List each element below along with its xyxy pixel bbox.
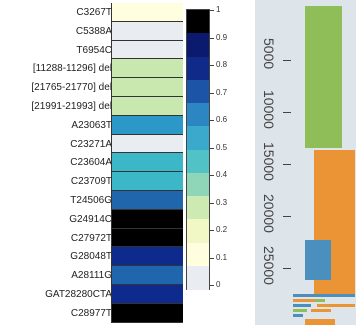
- mutation-label: GAT28280CTA: [45, 289, 112, 300]
- axis-tick-label: 15000: [261, 142, 277, 181]
- mutation-labels: C3267T C5388A T6954C [11288-11296] del [2176…: [0, 3, 112, 323]
- track-block-small: [305, 319, 335, 325]
- colorbar-segment: [187, 149, 209, 174]
- track-block-blue: [305, 240, 331, 280]
- mutation-label: C3267T: [76, 7, 112, 18]
- colorbar-tick: [210, 285, 214, 286]
- heatmap-cell: [112, 21, 183, 41]
- colorbar-tick: [210, 120, 214, 121]
- heatmap-cell: [112, 134, 183, 154]
- track-block-small: [317, 304, 355, 307]
- colorbar-segment: [187, 265, 209, 290]
- mutation-label: C23271A: [70, 138, 112, 150]
- track-block-small: [293, 314, 303, 317]
- axis-tick-label: 20000: [261, 194, 277, 233]
- colorbar-tick-label: 0.2: [216, 225, 228, 234]
- mutation-label: C23604A: [70, 157, 112, 169]
- heatmap-cell: [112, 115, 183, 135]
- heatmap-cell: [112, 97, 183, 116]
- colorbar-segment: [187, 103, 209, 127]
- track-block-small: [315, 299, 325, 302]
- heatmap-cell: [112, 247, 183, 267]
- mutation-label: T6954C: [76, 44, 112, 56]
- colorbar-segment: [187, 33, 209, 57]
- colorbar-tick: [210, 10, 214, 11]
- heatmap-cell: [112, 172, 183, 191]
- axis-tick: [283, 216, 291, 217]
- axis-tick: [283, 60, 291, 61]
- colorbar-tick: [210, 147, 214, 149]
- colorbar-segment: [187, 79, 209, 104]
- colorbar-segment: [187, 196, 209, 220]
- mutation-label: [21991-21993] del: [31, 101, 112, 112]
- mutation-label: [21765-21770] del: [31, 82, 112, 94]
- heatmap-cell: [112, 59, 183, 79]
- heatmap-cell: [112, 285, 183, 304]
- colorbar-tick-label: 0.8: [216, 60, 228, 69]
- heatmap-cell: [112, 40, 183, 60]
- colorbar-tick-label: 0: [216, 280, 221, 289]
- colorbar-segment: [187, 126, 209, 150]
- mutation-label: A28111G: [71, 270, 112, 282]
- mutation-label: T24506G: [70, 195, 112, 206]
- colorbar-tick-label: 1: [216, 5, 221, 14]
- genome-track: 5000 10000 15000 20000 25000: [255, 0, 356, 325]
- colorbar-segment: [187, 56, 209, 81]
- mutation-label: G24914C: [69, 213, 112, 225]
- heatmap-cell: [112, 209, 183, 229]
- colorbar-tick: [210, 257, 214, 259]
- heatmap-cell: [112, 228, 183, 248]
- axis-tick-label: 10000: [261, 90, 277, 129]
- colorbar-tick: [210, 37, 214, 39]
- heatmap-cell: [112, 266, 183, 285]
- colorbar-tick: [210, 202, 214, 204]
- heatmap-cell: [112, 191, 183, 210]
- heatmap-cell: [112, 78, 183, 97]
- heatmap-cell: [112, 303, 183, 323]
- colorbar-tick-label: 0.4: [216, 170, 228, 179]
- heatmap-cell: [112, 153, 183, 173]
- track-block-small: [293, 304, 311, 307]
- colorbar-tick: [210, 92, 214, 94]
- colorbar-tick-label: 0.6: [216, 115, 228, 124]
- mutation-label: G28048T: [70, 251, 112, 263]
- track-block-small: [293, 299, 315, 302]
- track-block-green: [305, 6, 342, 148]
- track-block-small: [311, 309, 331, 312]
- heatmap-cell: [112, 3, 183, 22]
- track-block-small: [293, 294, 355, 297]
- colorbar-tick: [210, 65, 214, 66]
- mutation-label: C27972T: [70, 232, 112, 244]
- colorbar-tick-label: 0.5: [216, 142, 228, 152]
- track-block-small: [293, 309, 307, 312]
- axis-tick-label: 5000: [261, 38, 277, 70]
- mutation-label: C23709T: [70, 176, 112, 188]
- mutation-label: C5388A: [75, 25, 112, 37]
- axis-tick-label: 25000: [261, 246, 277, 285]
- mutation-label: C28977T: [70, 307, 112, 319]
- axis-tick: [283, 164, 291, 165]
- axis-tick: [283, 268, 291, 269]
- colorbar-segment: [187, 10, 209, 34]
- axis-tick: [283, 112, 291, 113]
- colorbar-tick-label: 0.9: [216, 32, 228, 42]
- colorbar-tick-label: 0.1: [216, 252, 228, 262]
- colorbar-tick: [210, 230, 214, 231]
- genome-panel: 5000 10000 15000 20000 25000: [255, 0, 356, 325]
- heatmap-column: [111, 3, 183, 323]
- colorbar-segment: [187, 172, 209, 197]
- mutation-label: [11288-11296] del: [32, 63, 112, 75]
- colorbar-tick-label: 0.7: [216, 87, 228, 97]
- colorbar-tick-label: 0.3: [216, 197, 228, 207]
- colorbar-segment: [187, 219, 209, 243]
- colorbar-tick: [210, 175, 214, 176]
- mutation-label: A23063T: [71, 119, 112, 131]
- colorbar: [186, 9, 210, 290]
- colorbar-segment: [187, 242, 209, 267]
